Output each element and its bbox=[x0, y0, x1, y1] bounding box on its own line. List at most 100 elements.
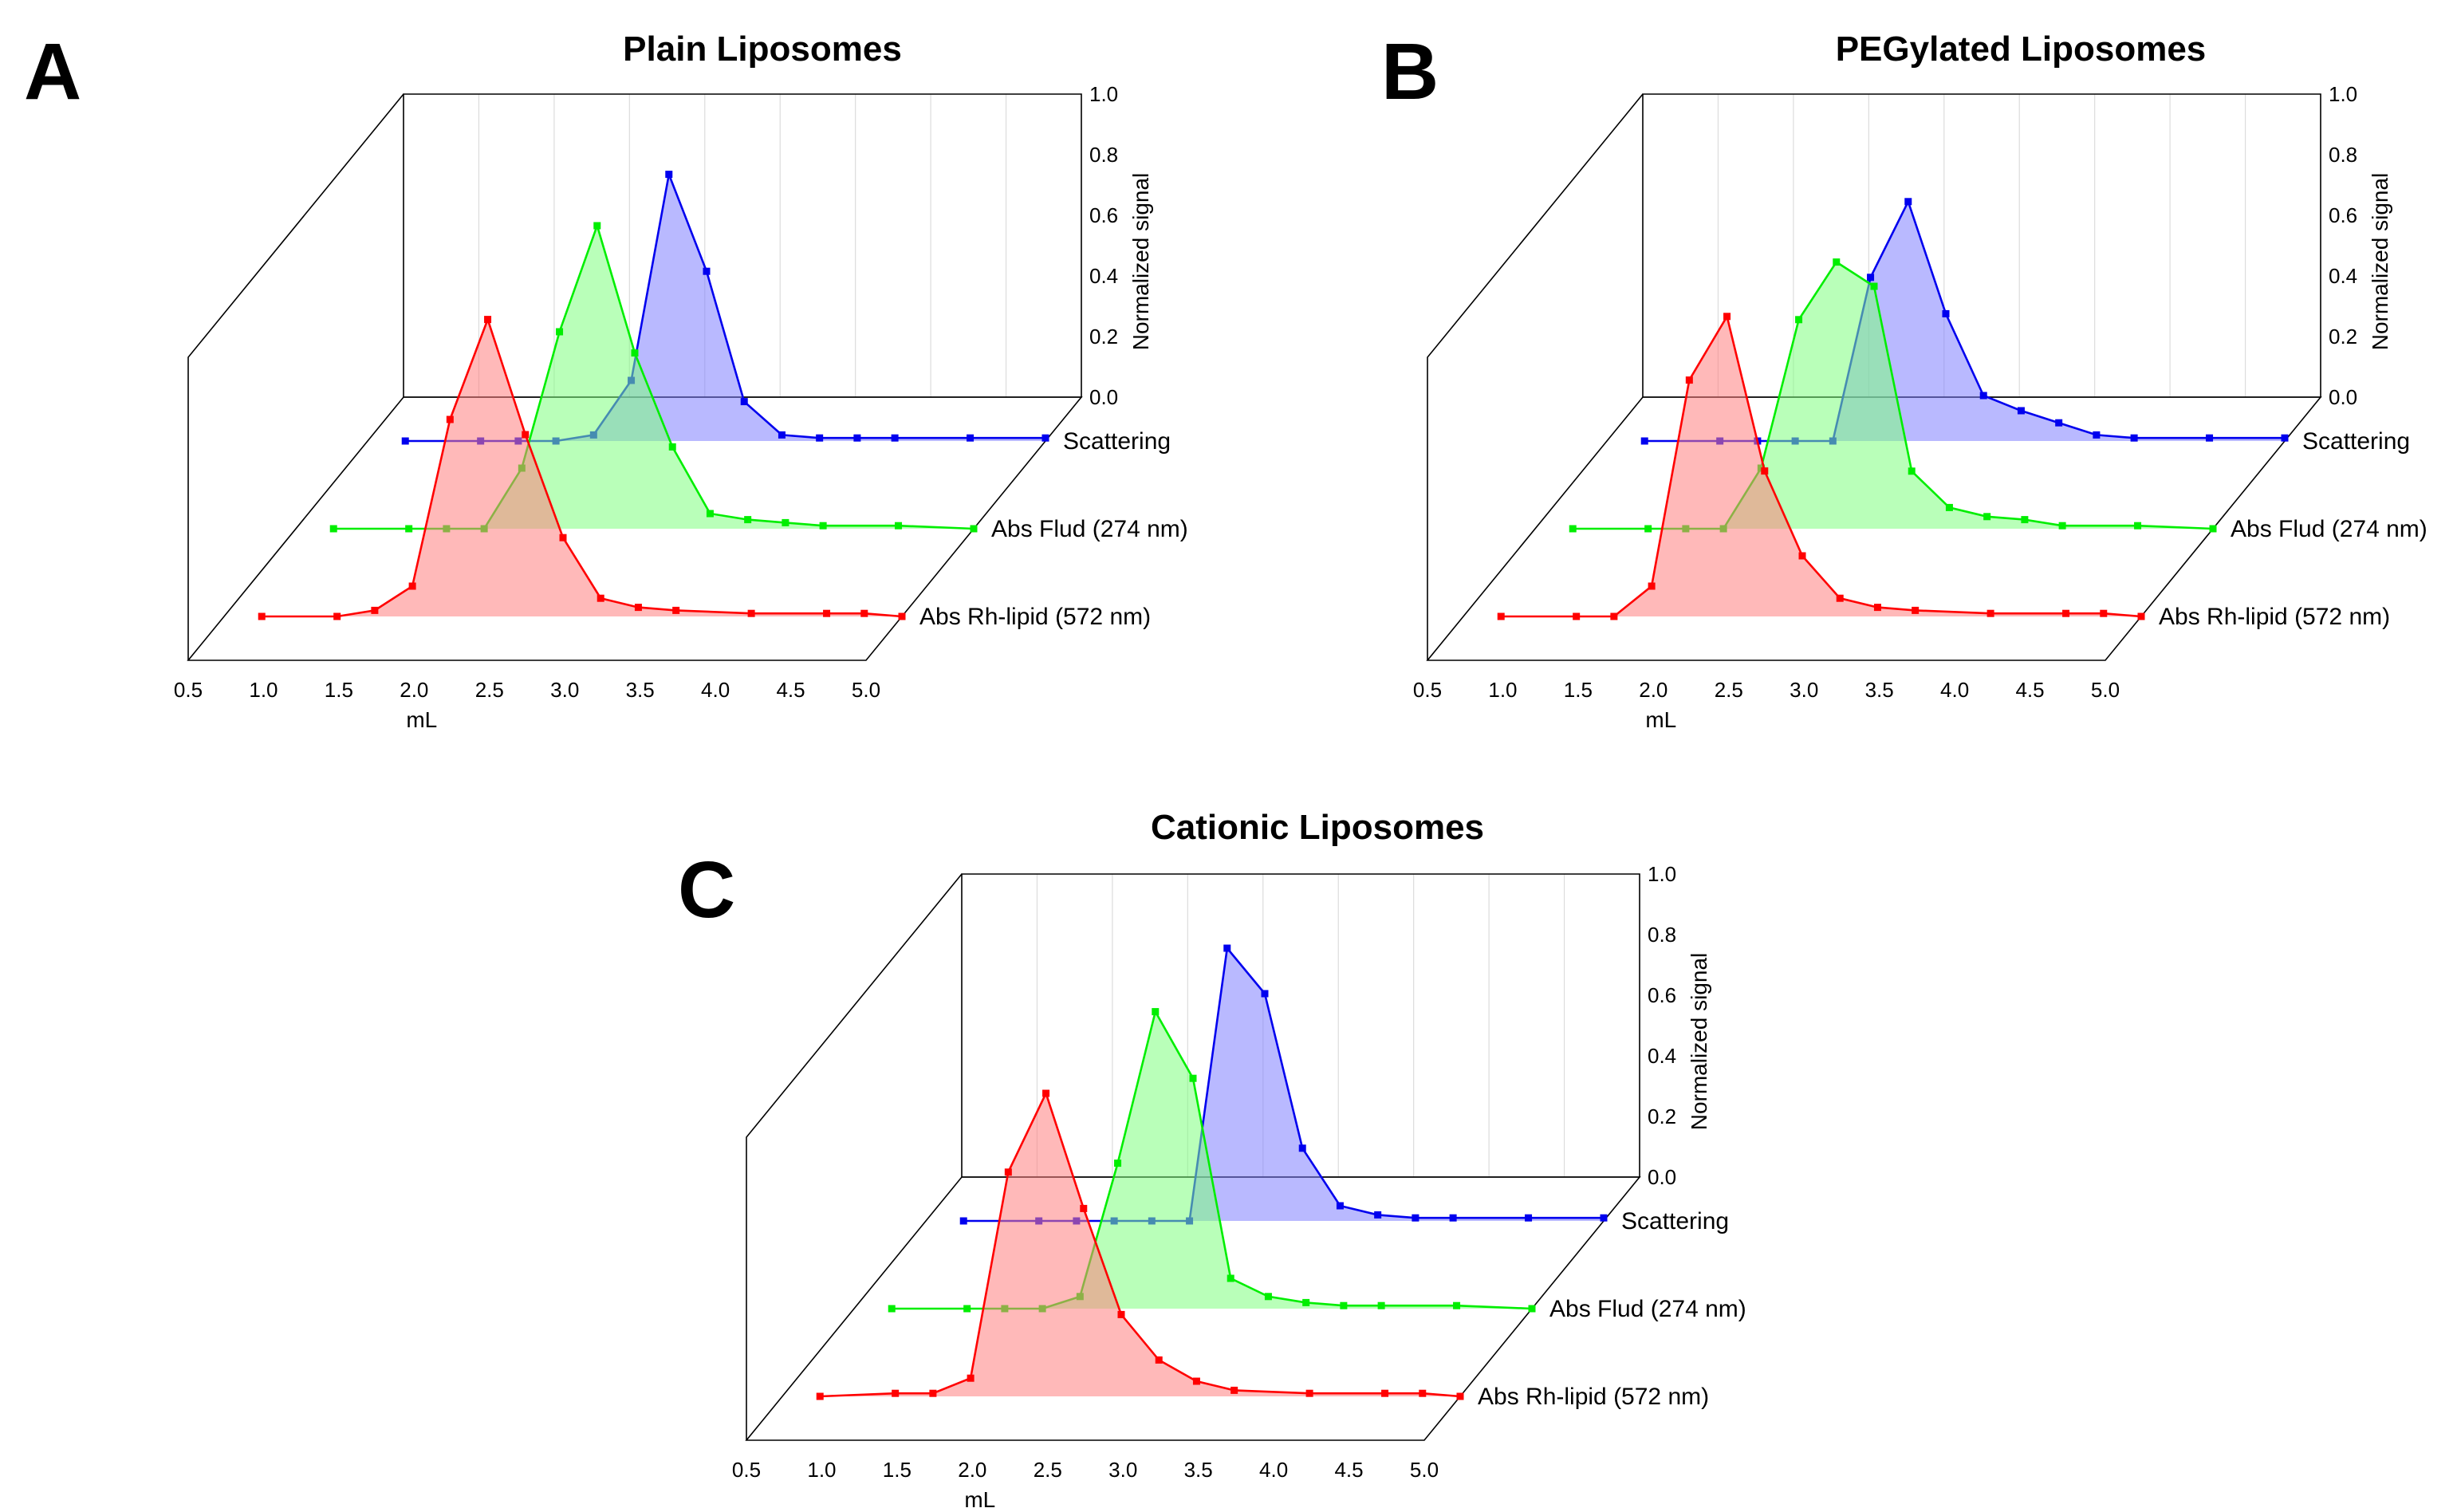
z-tick-label: 0.4 bbox=[1648, 1044, 1676, 1068]
data-point bbox=[597, 594, 604, 602]
data-point bbox=[895, 522, 903, 530]
z-tick-label: 1.0 bbox=[2329, 82, 2357, 106]
x-tick-label: 0.5 bbox=[732, 1458, 761, 1482]
series-abs-rh-lipid-572-nm: Abs Rh-lipid (572 nm) bbox=[258, 316, 1151, 630]
data-point bbox=[258, 612, 266, 620]
data-point bbox=[522, 431, 530, 439]
panel-letter: B bbox=[1381, 27, 1439, 116]
data-point bbox=[2100, 609, 2108, 617]
data-point bbox=[1264, 1293, 1272, 1301]
data-point bbox=[665, 171, 673, 179]
data-point bbox=[888, 1305, 896, 1313]
data-point bbox=[1569, 525, 1577, 533]
x-tick-label: 3.5 bbox=[626, 678, 655, 702]
data-point bbox=[823, 609, 831, 617]
chart-title: Cationic Liposomes bbox=[1151, 808, 1484, 847]
chart-title: PEGylated Liposomes bbox=[1836, 30, 2207, 69]
x-tick-label: 4.0 bbox=[1940, 678, 1969, 702]
data-point bbox=[1080, 1204, 1088, 1212]
data-point bbox=[1525, 1214, 1533, 1222]
series-area bbox=[333, 226, 974, 529]
x-tick-label: 3.5 bbox=[1184, 1458, 1213, 1482]
data-point bbox=[631, 349, 639, 357]
data-point bbox=[1979, 392, 1987, 400]
x-axis-label: mL bbox=[1645, 707, 1676, 732]
back-wall bbox=[403, 93, 1082, 398]
series-label: Scattering bbox=[1063, 428, 1171, 455]
data-point bbox=[1042, 1089, 1050, 1097]
data-point bbox=[782, 518, 789, 526]
data-point bbox=[556, 328, 564, 336]
series-area bbox=[1644, 201, 2285, 442]
data-point bbox=[892, 1389, 900, 1397]
data-point bbox=[1336, 1202, 1344, 1210]
series-label: Abs Rh-lipid (572 nm) bbox=[919, 604, 1151, 630]
data-point bbox=[1377, 1301, 1385, 1309]
chart-title: Plain Liposomes bbox=[623, 30, 902, 69]
data-point bbox=[559, 534, 567, 541]
data-point bbox=[1456, 1392, 1464, 1400]
data-point bbox=[1302, 1298, 1310, 1306]
data-point bbox=[1381, 1389, 1389, 1397]
left-wall bbox=[187, 93, 404, 660]
data-point bbox=[1004, 1168, 1012, 1176]
data-point bbox=[1873, 604, 1881, 612]
x-tick-label: 3.0 bbox=[1108, 1458, 1137, 1482]
x-tick-label: 3.0 bbox=[1790, 678, 1818, 702]
data-point bbox=[2021, 516, 2029, 524]
data-point bbox=[970, 525, 978, 533]
data-point bbox=[967, 434, 975, 442]
data-point bbox=[1152, 1008, 1160, 1016]
x-tick-label: 2.0 bbox=[958, 1458, 986, 1482]
data-point bbox=[371, 606, 379, 614]
z-tick-label: 0.0 bbox=[1648, 1165, 1676, 1189]
z-tick-label: 0.8 bbox=[1089, 143, 1118, 167]
series-label: Abs Flud (274 nm) bbox=[2231, 516, 2427, 542]
data-point bbox=[1610, 612, 1618, 620]
z-tick-label: 0.6 bbox=[2329, 203, 2357, 227]
data-point bbox=[1305, 1389, 1313, 1397]
data-point bbox=[1912, 606, 1920, 614]
series-abs-flud-274-nm: Abs Flud (274 nm) bbox=[1569, 258, 2427, 542]
left-wall bbox=[746, 873, 963, 1440]
back-wall bbox=[961, 873, 1640, 1178]
series-abs-rh-lipid-572-nm: Abs Rh-lipid (572 nm) bbox=[1497, 313, 2390, 630]
data-point bbox=[1983, 513, 1991, 521]
data-point bbox=[1419, 1389, 1427, 1397]
z-tick-label: 0.0 bbox=[2329, 385, 2357, 409]
z-tick-label: 0.4 bbox=[1089, 264, 1118, 288]
panel-b-pegylated-liposomes: B PEGylated Liposomes Scattering Abs Flud… bbox=[1381, 27, 2427, 732]
x-tick-label: 2.5 bbox=[475, 678, 504, 702]
data-point bbox=[484, 316, 492, 324]
x-tick-label: 1.5 bbox=[325, 678, 353, 702]
data-point bbox=[1227, 1274, 1234, 1282]
x-tick-label: 0.5 bbox=[1413, 678, 1442, 702]
x-tick-label: 1.0 bbox=[1488, 678, 1517, 702]
x-tick-label: 0.5 bbox=[174, 678, 203, 702]
x-tick-label: 4.0 bbox=[1259, 1458, 1288, 1482]
data-point bbox=[1648, 582, 1656, 590]
x-tick-label: 1.0 bbox=[807, 1458, 836, 1482]
data-point bbox=[634, 604, 642, 612]
z-axis-label: Normalized signal bbox=[1128, 173, 1153, 351]
data-point bbox=[703, 267, 711, 275]
z-axis-label: Normalized signal bbox=[1687, 953, 1711, 1131]
x-tick-label: 1.5 bbox=[1564, 678, 1593, 702]
data-point bbox=[405, 525, 413, 533]
data-point bbox=[401, 437, 409, 445]
panel-letter: C bbox=[678, 845, 735, 935]
x-tick-label: 4.0 bbox=[701, 678, 730, 702]
data-point bbox=[819, 522, 827, 530]
z-tick-label: 0.2 bbox=[2329, 325, 2357, 348]
data-point bbox=[1795, 316, 1803, 324]
data-point bbox=[2137, 612, 2145, 620]
data-point bbox=[1723, 313, 1731, 321]
series-area bbox=[892, 1011, 1532, 1309]
data-point bbox=[1640, 437, 1648, 445]
series-abs-rh-lipid-572-nm: Abs Rh-lipid (572 nm) bbox=[816, 1089, 1709, 1410]
data-point bbox=[1192, 1377, 1200, 1385]
data-point bbox=[1223, 944, 1231, 952]
data-point bbox=[1685, 376, 1693, 384]
panel-a-plain-liposomes: A Plain Liposomes Scattering Abs Flud (27… bbox=[24, 27, 1188, 732]
data-point bbox=[1942, 309, 1950, 317]
